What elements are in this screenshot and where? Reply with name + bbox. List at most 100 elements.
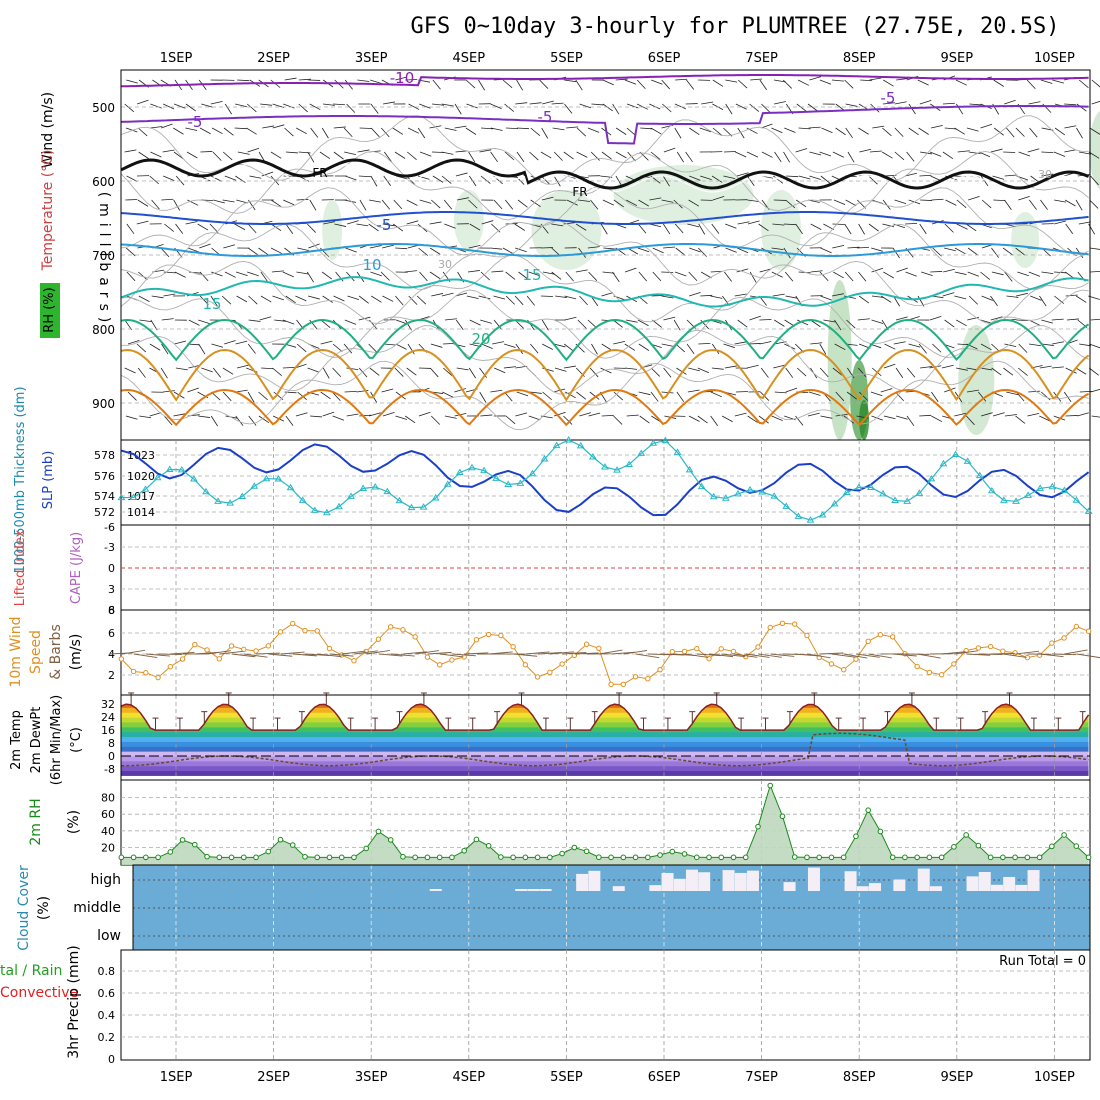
wind-barb (625, 319, 638, 323)
wind-barb (1076, 103, 1087, 112)
wind-barb (1018, 195, 1030, 201)
wind-barb-10m (427, 651, 452, 655)
wind-barb (689, 127, 700, 135)
wind-barb (724, 271, 733, 282)
contour-label: 20 (471, 330, 490, 348)
wind-barb (636, 79, 646, 90)
wind-barb (990, 295, 998, 306)
wind-barb-10m (317, 653, 342, 658)
wind-barb (173, 151, 184, 160)
wind-speed-marker (167, 664, 174, 670)
wind-barb (234, 223, 246, 231)
wind-barb (954, 295, 967, 300)
wind-barb-10m (868, 653, 892, 659)
wind-barb (892, 247, 900, 259)
wind-barb (320, 340, 333, 345)
wind-barb (942, 151, 954, 160)
wind-barb (918, 343, 927, 354)
rh-shading (322, 200, 343, 260)
thickness-marker (721, 494, 730, 501)
wind-barb (417, 127, 426, 139)
wind-barb (613, 340, 626, 345)
rh-marker (485, 842, 492, 849)
wind-barb (320, 319, 331, 329)
wind-barb (247, 271, 259, 277)
cloud-bar (746, 870, 759, 891)
wind-barb-10m (635, 653, 660, 659)
wind-barb-10m (598, 649, 623, 655)
wind-barb (310, 127, 319, 138)
wind-barb-10m (574, 652, 599, 655)
wind-barb (1004, 199, 1012, 211)
wind-barb (1078, 221, 1091, 225)
wind-barb (505, 415, 516, 425)
wind-barb (441, 292, 454, 297)
wind-barb (369, 412, 381, 417)
wind-barb (308, 295, 320, 300)
rh-shading (453, 190, 484, 250)
thickness-label: 1000-500mb Thickness (dm) (13, 386, 28, 573)
wind-barb (918, 127, 929, 135)
wind-barb (173, 199, 181, 211)
wind-barb (493, 367, 506, 374)
wind-barb (1017, 271, 1029, 277)
wind-barb (307, 367, 319, 373)
wind-barb-10m (133, 653, 158, 659)
wind-barb (503, 366, 516, 369)
wind-barb (346, 367, 359, 370)
wind-barb (395, 247, 408, 250)
wind-barb (661, 295, 674, 299)
wind-barb (382, 412, 395, 417)
thickness-marker (226, 499, 235, 506)
date-label-top: 7SEP (745, 51, 778, 66)
wind-barb (480, 175, 491, 184)
wind-barb (199, 295, 209, 305)
wind-barb (163, 415, 173, 426)
wind-barb (808, 126, 821, 129)
wind-barb (700, 294, 713, 297)
wind-speed-marker (436, 662, 443, 668)
wind-barb (1089, 343, 1100, 349)
wind-barb (649, 103, 661, 110)
wind-barb (978, 151, 991, 158)
wind-barb (260, 271, 269, 283)
wind-barb (1041, 151, 1054, 153)
thickness-marker (359, 484, 368, 492)
wind-barb (624, 267, 637, 273)
wind-speed-marker (400, 627, 406, 633)
thickness-marker (274, 475, 283, 482)
wind-barb (1028, 271, 1041, 277)
wind-barb (858, 391, 868, 401)
wind-barb-10m (121, 649, 146, 655)
wind-barb (576, 391, 587, 400)
wind-barb (258, 247, 269, 256)
wind-barb (1027, 148, 1040, 153)
wind-barb (710, 415, 719, 426)
wind-barb (490, 247, 503, 250)
cloud-bar (576, 873, 589, 891)
wind-barb (626, 199, 637, 207)
wind-barb (896, 267, 908, 273)
wind-barb (749, 103, 760, 112)
wind-barb (1039, 365, 1052, 369)
wind-barb (187, 387, 199, 393)
wind-barb (795, 148, 808, 153)
thickness-marker (734, 489, 742, 497)
wind-barb (224, 175, 237, 181)
wind-barb (831, 293, 844, 297)
wind-barb (1066, 318, 1079, 321)
wind-barb (895, 367, 904, 379)
thickness-marker (649, 439, 658, 446)
wind-barb (601, 414, 614, 417)
wind-barb (1054, 127, 1066, 136)
wind-barb (530, 199, 541, 207)
rh-marker (522, 854, 529, 861)
wind-barb-10m (807, 653, 831, 659)
wind-barb (613, 391, 624, 401)
wind-barb (724, 365, 737, 369)
wind-barb (274, 319, 287, 322)
wind-barb (383, 343, 396, 346)
wind-label-c: & Barbs (48, 624, 64, 680)
freezing-line-inner (121, 163, 1089, 193)
wind-barb (395, 295, 404, 306)
